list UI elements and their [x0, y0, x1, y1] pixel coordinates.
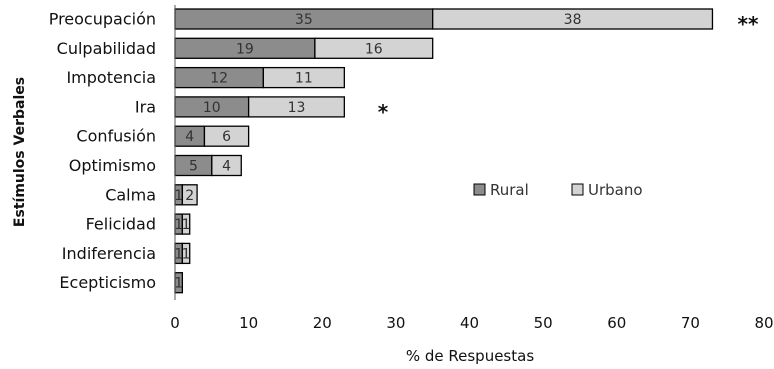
x-tick-label: 40: [460, 314, 479, 332]
significance-marker: *: [378, 100, 389, 124]
category-label: Impotencia: [66, 68, 156, 87]
x-tick-labels: 0 10 20 30 40 50 60 70 80: [170, 314, 773, 332]
bar-urbano: [181, 184, 198, 206]
bar-value-label: 1: [174, 246, 183, 262]
legend-label-rural: Rural: [490, 181, 529, 199]
bar-value-label: 19: [236, 41, 254, 57]
x-tick-label: 80: [754, 314, 773, 332]
bar-urbano: [314, 37, 434, 59]
bar-urbano: [181, 242, 191, 265]
x-tick-label: 60: [607, 314, 626, 332]
category-label: Culpabilidad: [57, 39, 156, 58]
bar-value-label: 4: [185, 129, 194, 145]
category-labels: Preocupación Culpabilidad Impotencia Ira Con…: [49, 10, 156, 293]
category-label: Confusión: [76, 127, 156, 146]
bar-value-label: 1: [174, 217, 183, 233]
bar-value-label: 6: [222, 129, 231, 145]
bar-value-label: 11: [295, 71, 313, 87]
bar-urbano: [181, 213, 191, 235]
bars-layer: [174, 8, 714, 294]
bar-value-label: 5: [189, 159, 198, 175]
category-label: Indiferencia: [62, 244, 156, 263]
bar-value-label: 38: [564, 12, 582, 28]
category-label: Calma: [105, 185, 156, 204]
legend-label-urbano: Urbano: [588, 181, 643, 199]
bar-urbano: [432, 8, 714, 30]
x-tick-label: 50: [534, 314, 553, 332]
bar-value-label: 1: [182, 246, 191, 262]
bar-value-label: 13: [288, 100, 306, 116]
bar-value-label: 10: [203, 100, 221, 116]
bar-value-label: 1: [182, 217, 191, 233]
bar-urbano: [247, 96, 345, 118]
legend: Rural Urbano: [473, 181, 643, 199]
category-label: Preocupación: [49, 10, 156, 29]
category-label: Ira: [135, 97, 156, 116]
significance-markers: ***: [378, 12, 759, 124]
category-label: Felicidad: [86, 215, 156, 234]
x-tick-label: 20: [313, 314, 332, 332]
x-tick-label: 0: [170, 314, 180, 332]
bar-value-label: 16: [365, 41, 383, 57]
y-axis-title: Estímulos Verbales: [12, 77, 28, 227]
x-tick-label: 10: [239, 314, 258, 332]
bar-value-label: 2: [185, 188, 194, 204]
legend-swatch-urbano: [571, 183, 584, 196]
x-tick-label: 70: [681, 314, 700, 332]
x-tick-label: 30: [386, 314, 405, 332]
bar-value-label: 1: [174, 188, 183, 204]
category-label: Optimismo: [69, 156, 156, 175]
bar-value-label: 12: [210, 71, 228, 87]
bar-urbano: [211, 154, 242, 177]
bar-value-label: 35: [295, 12, 313, 28]
bar-urbano: [203, 125, 250, 147]
significance-marker: **: [738, 12, 759, 36]
bar-value-label: 4: [222, 159, 231, 175]
bar-value-label: 1: [174, 276, 183, 292]
legend-swatch-rural: [473, 183, 486, 196]
bar-urbano: [262, 66, 345, 89]
x-axis-title: % de Respuestas: [406, 347, 534, 365]
category-label: Ecepticismo: [59, 273, 156, 292]
